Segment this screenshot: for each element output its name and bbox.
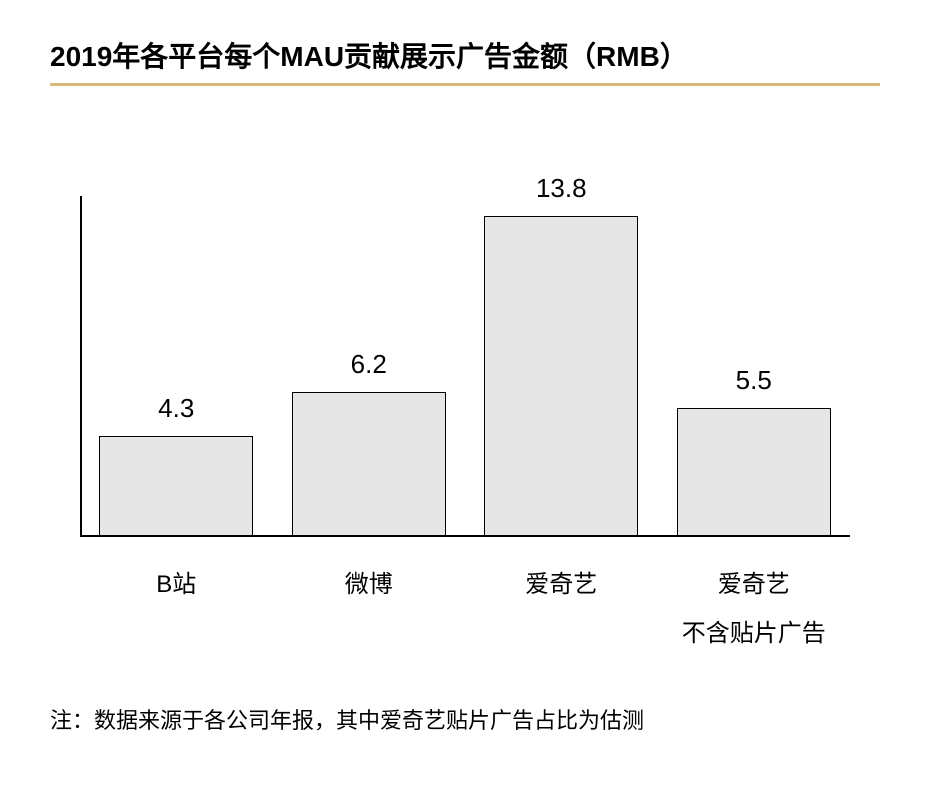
chart-title: 2019年各平台每个MAU贡献展示广告金额（RMB） — [50, 35, 880, 75]
chart-footnote: 注：数据来源于各公司年报，其中爱奇艺贴片广告占比为估测 — [50, 703, 880, 735]
bar — [677, 408, 831, 536]
bar-value-label: 6.2 — [351, 349, 387, 380]
bar-group: 6.2 — [273, 349, 466, 536]
bar-group: 5.5 — [658, 365, 851, 536]
bar-chart: 2019年各平台每个MAU贡献展示广告金额（RMB） 4.3 6.2 13.8 5.5… — [50, 35, 880, 735]
x-axis — [80, 535, 850, 537]
x-axis-label: B站 — [80, 564, 273, 648]
x-axis-label: 爱奇艺 — [465, 564, 658, 648]
bar-value-label: 4.3 — [158, 393, 194, 424]
bar — [484, 216, 638, 536]
x-axis-sublabel-text: 不含贴片广告 — [658, 613, 851, 648]
bar-value-label: 13.8 — [536, 173, 587, 204]
bar-value-label: 5.5 — [736, 365, 772, 396]
x-axis-label-text: B站 — [80, 564, 273, 599]
x-axis-label-text: 爱奇艺 — [658, 564, 851, 599]
x-axis-label: 爱奇艺不含贴片广告 — [658, 564, 851, 648]
bars-row: 4.3 6.2 13.8 5.5 — [80, 126, 850, 536]
bar — [99, 436, 253, 536]
x-axis-label-text: 微博 — [273, 564, 466, 599]
bar — [292, 392, 446, 536]
x-axis-label: 微博 — [273, 564, 466, 648]
bar-group: 13.8 — [465, 173, 658, 536]
x-axis-label-text: 爱奇艺 — [465, 564, 658, 599]
title-underline — [50, 83, 880, 86]
bar-group: 4.3 — [80, 393, 273, 536]
plot-area: 4.3 6.2 13.8 5.5 — [80, 126, 850, 536]
x-labels-row: B站微博爱奇艺爱奇艺不含贴片广告 — [80, 564, 850, 648]
